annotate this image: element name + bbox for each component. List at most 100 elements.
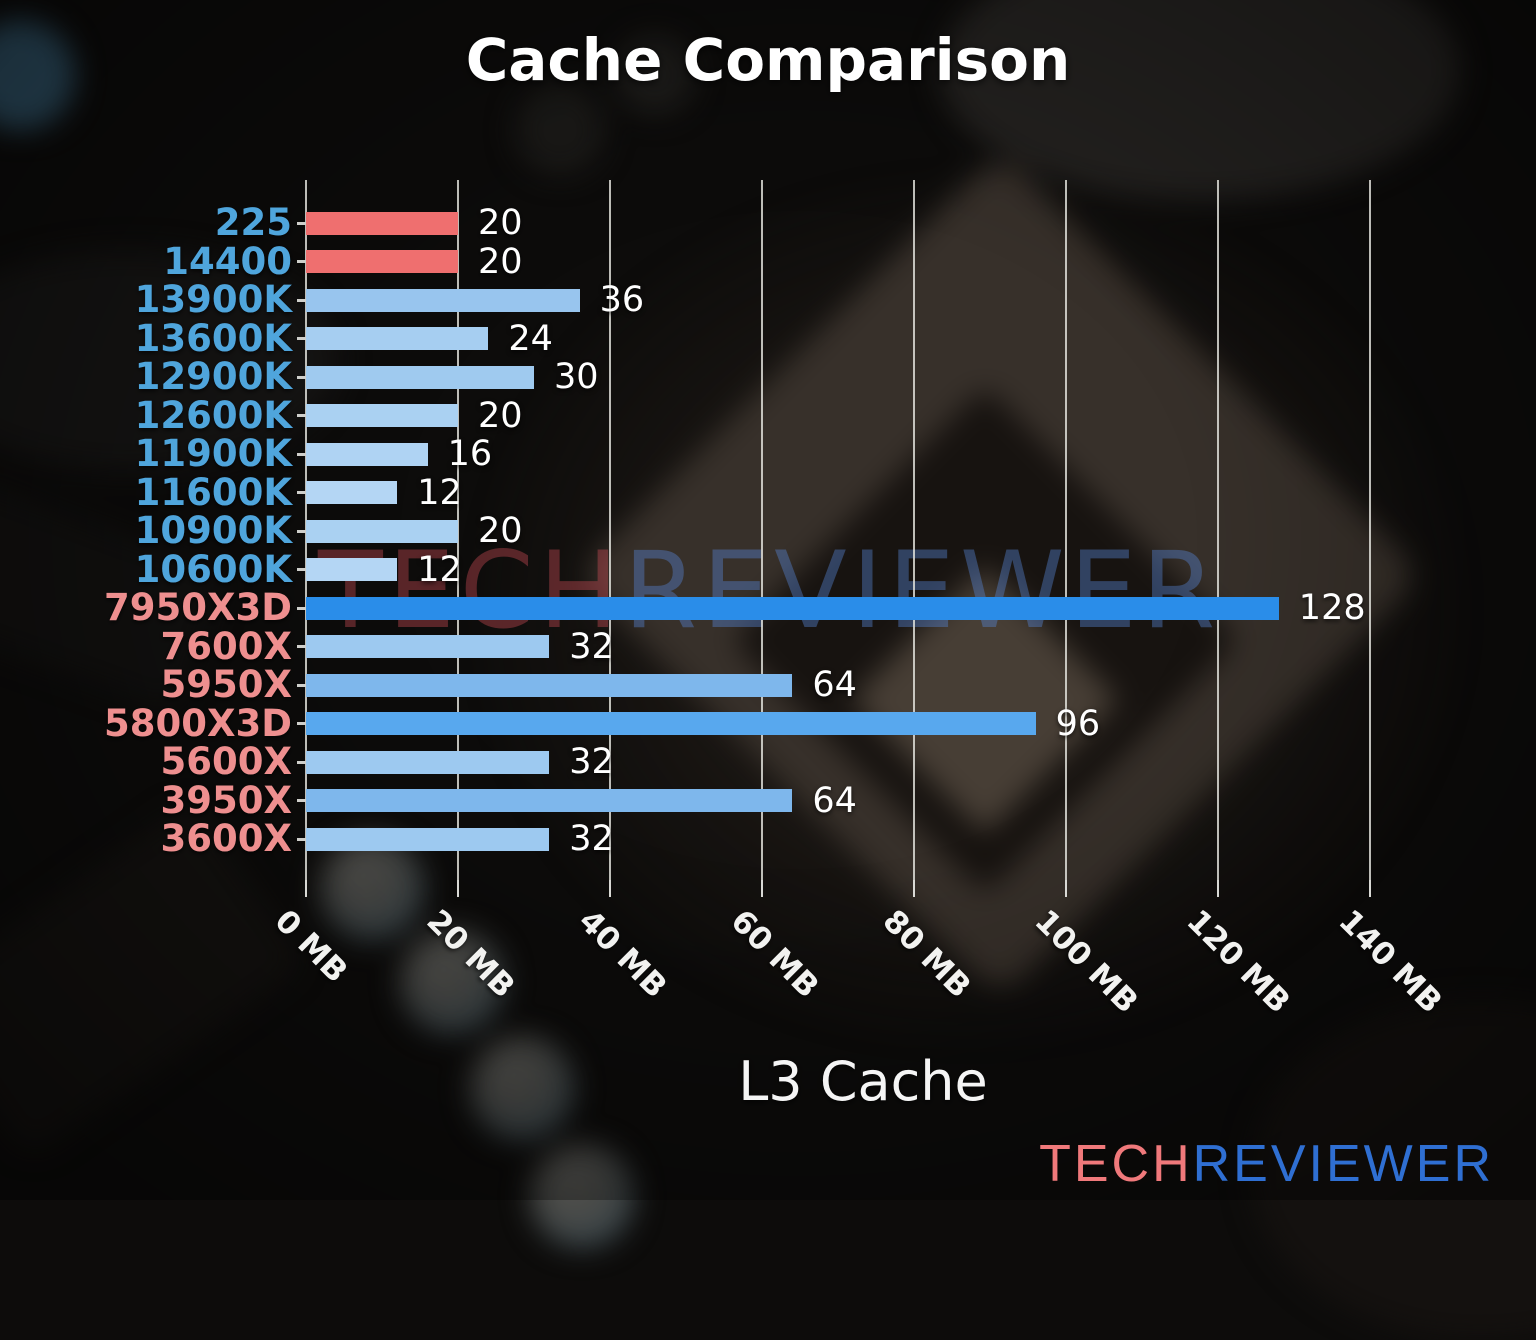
bar bbox=[306, 712, 1036, 735]
plot-area: 0 MB 20 MB 40 MB 60 MB 80 MB 100 MB 120 MB 140 … bbox=[104, 180, 1449, 1021]
bar bbox=[306, 789, 793, 812]
background-capacitor bbox=[615, 35, 695, 115]
value-label: 64 bbox=[812, 780, 857, 821]
x-tick-label: 60 MB bbox=[723, 903, 826, 1006]
category-label: 3950X bbox=[160, 778, 292, 822]
category-label: 5950X bbox=[160, 663, 292, 706]
bar bbox=[306, 365, 534, 389]
gridline bbox=[1065, 180, 1067, 880]
watermark-reviewer: REVIEWER bbox=[623, 529, 1221, 652]
bar bbox=[306, 635, 550, 658]
x-tick-label: 0 MB bbox=[267, 903, 355, 990]
brand-logo-reviewer: REVIEWER bbox=[1192, 1135, 1494, 1193]
category-label: 13600K bbox=[134, 316, 292, 360]
y-tick-mark bbox=[297, 221, 306, 225]
x-tick-mark bbox=[913, 880, 915, 897]
value-label: 20 bbox=[478, 511, 523, 551]
value-label: 64 bbox=[812, 665, 857, 705]
y-tick-mark bbox=[297, 260, 306, 263]
gridline bbox=[1369, 180, 1371, 880]
value-label: 32 bbox=[569, 626, 614, 667]
background-capacitor bbox=[400, 930, 504, 1034]
bar bbox=[306, 404, 458, 427]
y-tick-mark bbox=[297, 606, 306, 610]
x-tick-mark bbox=[609, 880, 611, 897]
x-tick-mark bbox=[305, 880, 307, 897]
value-label: 20 bbox=[478, 395, 523, 436]
gridline bbox=[609, 180, 611, 880]
y-tick-mark bbox=[297, 645, 306, 648]
category-label: 5600X bbox=[160, 740, 292, 783]
brand-logo-tech: TECH bbox=[1039, 1135, 1193, 1193]
background-blob bbox=[0, 250, 340, 470]
category-label: 7600X bbox=[160, 624, 292, 668]
x-tick-label: 20 MB bbox=[419, 903, 522, 1006]
gridline bbox=[761, 180, 763, 880]
category-label: 11900K bbox=[134, 432, 292, 475]
category-label: 11600K bbox=[134, 470, 292, 514]
value-label: 128 bbox=[1298, 588, 1366, 628]
bar bbox=[306, 673, 793, 697]
brand-logo: TECHREVIEWER bbox=[1039, 1136, 1494, 1192]
y-tick-mark bbox=[297, 837, 306, 841]
watermark-tech: TECH bbox=[318, 529, 624, 652]
category-label: 5800X3D bbox=[104, 701, 292, 745]
value-label: 12 bbox=[417, 472, 462, 513]
x-tick-label: 40 MB bbox=[571, 903, 674, 1006]
bar bbox=[306, 211, 458, 235]
background-blob bbox=[940, 0, 1460, 200]
category-label: 10900K bbox=[134, 509, 292, 552]
y-tick-mark bbox=[297, 799, 306, 802]
y-tick-mark bbox=[297, 568, 306, 571]
value-label: 36 bbox=[599, 280, 645, 320]
x-tick-mark bbox=[457, 880, 459, 897]
y-tick-mark bbox=[297, 298, 306, 302]
y-tick-mark bbox=[297, 414, 306, 417]
bar bbox=[306, 827, 550, 851]
gridline bbox=[457, 180, 459, 880]
bar bbox=[306, 327, 489, 350]
y-tick-mark bbox=[297, 337, 306, 340]
background-capacitor bbox=[470, 1036, 574, 1140]
background-capacitor bbox=[515, 85, 605, 175]
category-label: 10600K bbox=[134, 547, 292, 591]
category-label: 225 bbox=[214, 201, 292, 244]
value-label: 20 bbox=[478, 241, 523, 282]
x-axis-title: L3 Cache bbox=[738, 1050, 988, 1113]
bar bbox=[306, 558, 398, 581]
value-label: 32 bbox=[569, 742, 614, 782]
bar bbox=[306, 596, 1279, 620]
value-label: 20 bbox=[478, 203, 523, 243]
value-label: 32 bbox=[569, 819, 614, 859]
bar bbox=[306, 750, 550, 774]
x-tick-mark bbox=[1369, 880, 1371, 897]
x-tick-mark bbox=[761, 880, 763, 897]
y-tick-mark bbox=[297, 760, 306, 764]
background-capacitor bbox=[320, 836, 424, 940]
category-label: 7950X3D bbox=[104, 586, 292, 629]
x-tick-mark bbox=[1217, 880, 1219, 897]
y-tick-mark bbox=[297, 375, 306, 379]
bar bbox=[306, 442, 428, 466]
value-label: 12 bbox=[417, 549, 462, 590]
bar bbox=[306, 481, 398, 504]
category-label: 13900K bbox=[134, 278, 292, 321]
value-label: 24 bbox=[508, 318, 553, 359]
category-label: 12900K bbox=[134, 355, 292, 398]
x-tick-label: 80 MB bbox=[875, 903, 978, 1006]
gridline bbox=[913, 180, 915, 880]
y-tick-mark bbox=[297, 452, 306, 456]
watermark: TECHREVIEWER bbox=[318, 538, 1220, 644]
bar bbox=[306, 519, 458, 543]
value-label: 96 bbox=[1055, 703, 1101, 744]
chart-title: Cache Comparison bbox=[465, 26, 1071, 94]
x-tick-mark bbox=[1065, 880, 1067, 897]
x-tick-label: 100 MB bbox=[1027, 903, 1145, 1021]
value-label: 16 bbox=[447, 434, 493, 474]
category-label: 12600K bbox=[134, 393, 292, 437]
category-label: 3600X bbox=[160, 817, 292, 860]
x-tick-label: 140 MB bbox=[1331, 903, 1449, 1021]
bar bbox=[306, 288, 580, 312]
bar bbox=[306, 250, 458, 273]
value-label: 30 bbox=[554, 357, 599, 397]
